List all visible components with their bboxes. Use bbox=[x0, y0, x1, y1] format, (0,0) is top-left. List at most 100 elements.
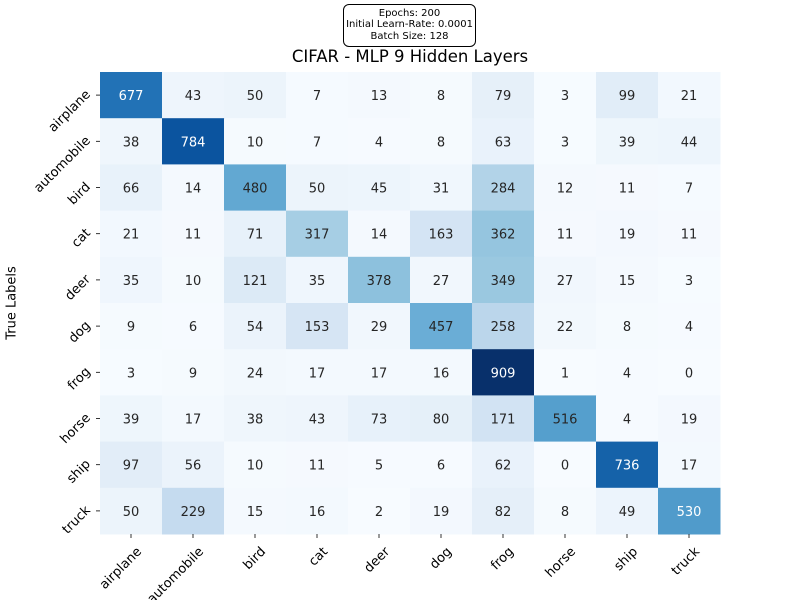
x-tick-label: horse bbox=[543, 544, 579, 580]
heatmap-cell bbox=[100, 441, 163, 489]
cell-value-label: 317 bbox=[305, 228, 330, 243]
x-tick-label: ship bbox=[611, 544, 641, 574]
cell-value-label: 9 bbox=[127, 320, 135, 335]
cell-value-label: 13 bbox=[371, 89, 388, 104]
batch-size-text: Batch Size: 128 bbox=[370, 30, 449, 42]
heatmap-cell bbox=[596, 487, 659, 535]
cell-value-label: 10 bbox=[247, 135, 264, 150]
heatmap-cell bbox=[658, 72, 721, 119]
cell-value-label: 284 bbox=[491, 182, 516, 197]
cell-value-label: 27 bbox=[557, 274, 574, 289]
heatmap-cell bbox=[410, 395, 473, 443]
heatmap-cell bbox=[100, 72, 163, 119]
heatmap-cell bbox=[224, 395, 287, 443]
y-tick-label: cat bbox=[69, 226, 94, 251]
heatmap-cell bbox=[472, 256, 535, 304]
cell-value-label: 71 bbox=[247, 228, 264, 243]
heatmap-cell bbox=[162, 303, 225, 350]
heatmap-cell bbox=[348, 210, 411, 258]
heatmap-cell bbox=[410, 349, 473, 396]
heatmap-cell bbox=[472, 349, 535, 396]
heatmap-cell bbox=[658, 303, 721, 350]
heatmap-cell bbox=[224, 256, 287, 304]
cell-value-label: 21 bbox=[123, 228, 140, 243]
cell-value-label: 171 bbox=[491, 413, 516, 428]
y-tick-label: frog bbox=[65, 365, 94, 394]
heatmap-cell bbox=[286, 72, 349, 119]
cell-value-label: 14 bbox=[185, 182, 202, 197]
heatmap-cell bbox=[534, 349, 597, 396]
heatmap-cell bbox=[286, 349, 349, 396]
heatmap-cell bbox=[658, 441, 721, 489]
heatmap-cell bbox=[596, 256, 659, 304]
heatmap-cell bbox=[596, 395, 659, 443]
cell-value-label: 4 bbox=[375, 135, 383, 150]
cell-value-label: 97 bbox=[123, 459, 140, 474]
cell-value-label: 11 bbox=[681, 228, 698, 243]
cell-value-label: 14 bbox=[371, 228, 388, 243]
heatmap-cell bbox=[596, 303, 659, 350]
heatmap-cell bbox=[348, 303, 411, 350]
heatmap-cell bbox=[472, 72, 535, 119]
cell-value-label: 3 bbox=[561, 89, 569, 104]
cell-value-label: 21 bbox=[681, 89, 698, 104]
cell-value-label: 63 bbox=[495, 135, 512, 150]
heatmap-cell bbox=[410, 487, 473, 535]
cell-value-label: 457 bbox=[429, 320, 454, 335]
heatmap-cell bbox=[472, 118, 535, 165]
x-tick-label: frog bbox=[488, 544, 517, 573]
heatmap-cell bbox=[224, 441, 287, 489]
heatmap-cell bbox=[534, 118, 597, 165]
heatmap-cell bbox=[286, 441, 349, 489]
cell-value-label: 121 bbox=[243, 274, 268, 289]
heatmap-cell bbox=[658, 118, 721, 165]
cell-value-label: 11 bbox=[309, 459, 326, 474]
heatmap-cell bbox=[224, 118, 287, 165]
cell-value-label: 44 bbox=[681, 135, 698, 150]
cell-value-label: 7 bbox=[313, 135, 321, 150]
heatmap-cell bbox=[534, 164, 597, 212]
cell-value-label: 4 bbox=[623, 366, 631, 381]
heatmap-cell bbox=[596, 164, 659, 212]
cell-value-label: 10 bbox=[247, 459, 264, 474]
cell-value-label: 43 bbox=[185, 89, 202, 104]
cell-value-label: 516 bbox=[553, 413, 578, 428]
cell-value-label: 31 bbox=[433, 182, 450, 197]
cell-value-label: 17 bbox=[185, 413, 202, 428]
heatmap-cell bbox=[534, 395, 597, 443]
cell-value-label: 9 bbox=[189, 366, 197, 381]
cell-value-label: 530 bbox=[677, 505, 702, 520]
heatmap-cell bbox=[100, 118, 163, 165]
cell-value-label: 56 bbox=[185, 459, 202, 474]
x-tick-label: deer bbox=[362, 544, 394, 576]
cell-value-label: 50 bbox=[123, 505, 140, 520]
heatmap-cell bbox=[410, 441, 473, 489]
heatmap-cell bbox=[348, 487, 411, 535]
y-tick-label: horse bbox=[58, 411, 94, 447]
cell-value-label: 17 bbox=[309, 366, 326, 381]
heatmap-cell bbox=[410, 210, 473, 258]
cell-value-label: 7 bbox=[313, 89, 321, 104]
cell-value-label: 15 bbox=[619, 274, 636, 289]
cell-value-label: 349 bbox=[491, 274, 516, 289]
heatmap-cell bbox=[658, 256, 721, 304]
heatmap-cell bbox=[162, 118, 225, 165]
heatmap-cell bbox=[162, 256, 225, 304]
learn-rate-text: Initial Learn-Rate: 0.0001 bbox=[346, 19, 473, 31]
cell-value-label: 378 bbox=[367, 274, 392, 289]
heatmap-cell bbox=[596, 441, 659, 489]
cell-value-label: 62 bbox=[495, 459, 512, 474]
cell-value-label: 4 bbox=[685, 320, 693, 335]
cell-value-label: 8 bbox=[561, 505, 569, 520]
cell-value-label: 1 bbox=[561, 366, 569, 381]
heatmap-cell bbox=[596, 118, 659, 165]
heatmap-cell bbox=[224, 72, 287, 119]
cell-value-label: 19 bbox=[433, 505, 450, 520]
cell-value-label: 16 bbox=[309, 505, 326, 520]
heatmap-cell bbox=[410, 303, 473, 350]
cell-value-label: 73 bbox=[371, 413, 388, 428]
cell-value-label: 82 bbox=[495, 505, 512, 520]
heatmap-cell bbox=[658, 395, 721, 443]
heatmap-cell bbox=[286, 487, 349, 535]
